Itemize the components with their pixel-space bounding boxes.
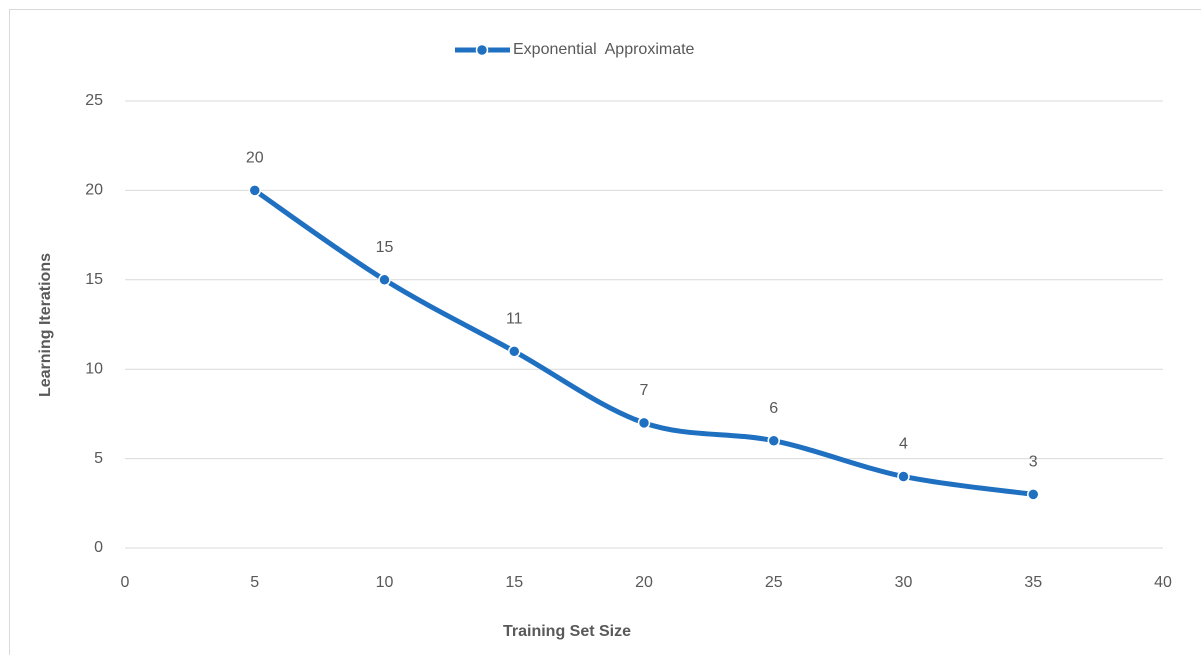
y-tick-label: 20 <box>85 182 103 199</box>
data-label: 4 <box>899 436 908 453</box>
data-label: 3 <box>1029 454 1038 471</box>
x-tick-label: 0 <box>121 574 130 591</box>
data-point <box>508 345 521 358</box>
series-line <box>253 188 1034 497</box>
data-label: 20 <box>246 150 264 167</box>
data-point <box>897 470 910 483</box>
y-tick-label: 25 <box>85 92 103 109</box>
x-tick-label: 35 <box>1024 574 1042 591</box>
legend-marker <box>475 43 489 57</box>
y-tick-label: 5 <box>94 450 103 467</box>
x-tick-label: 10 <box>376 574 394 591</box>
y-axis-title: Learning Iterations <box>37 253 54 397</box>
legend-label: Exponential Approximate <box>513 41 695 58</box>
data-label: 11 <box>506 311 523 328</box>
x-tick-label: 5 <box>250 574 259 591</box>
y-tick-label: 10 <box>85 360 103 377</box>
data-point <box>378 273 391 287</box>
x-tick-label: 15 <box>505 574 523 591</box>
chart-frame <box>9 9 1201 655</box>
data-point <box>767 434 780 447</box>
y-tick-label: 0 <box>94 539 103 556</box>
data-point <box>637 416 651 430</box>
data-label: 15 <box>376 239 394 256</box>
x-tick-label: 25 <box>765 574 783 591</box>
data-label: 6 <box>769 400 778 417</box>
x-tick-label: 30 <box>895 574 913 591</box>
x-axis-title: Training Set Size <box>503 623 631 640</box>
y-tick-label: 15 <box>85 271 103 288</box>
data-label: 7 <box>640 382 649 399</box>
x-tick-label: 40 <box>1154 574 1172 591</box>
data-point <box>248 184 261 197</box>
x-tick-label: 20 <box>635 574 653 591</box>
data-point <box>1027 488 1040 501</box>
